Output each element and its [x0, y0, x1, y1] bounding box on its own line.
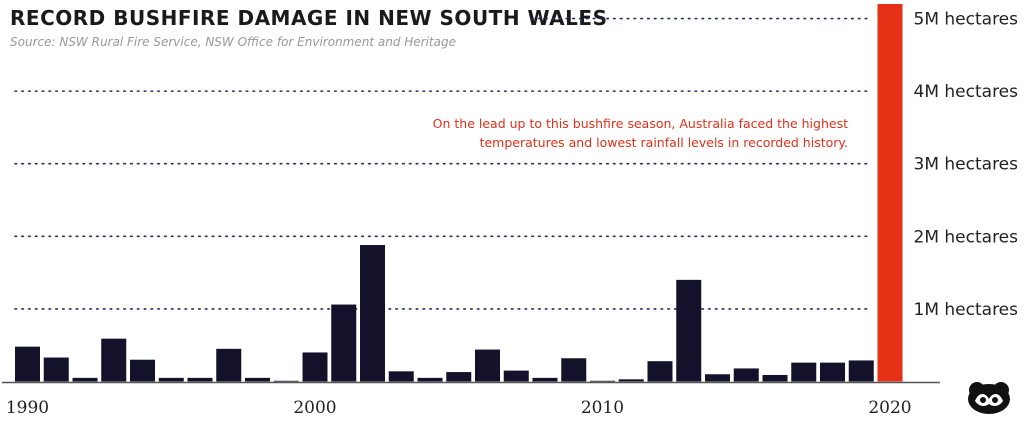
y-axis-ticks: 1M hectares 2M hectares 3M hectares 4M hect… [914, 10, 1019, 320]
y-tick-label: 4M hectares [914, 82, 1019, 102]
bar-2013 [676, 279, 702, 382]
bar-2009 [561, 358, 587, 382]
bar-2006 [475, 349, 500, 382]
bar-1994 [130, 359, 155, 382]
x-tick-label: 2020 [868, 398, 911, 418]
bar-2005 [446, 372, 472, 382]
y-tick-label: 2M hectares [914, 227, 1019, 247]
bar-1991 [43, 357, 69, 382]
bar-2011 [618, 379, 644, 382]
y-tick-label: 5M hectares [914, 10, 1019, 30]
bar-2007 [503, 370, 529, 382]
chart-subtitle: Source: NSW Rural Fire Service, NSW Offi… [10, 35, 456, 49]
bar-1992 [72, 377, 98, 382]
bar-2008 [532, 377, 558, 382]
bar-1997 [216, 348, 242, 382]
bars [15, 4, 903, 382]
bar-2000 [302, 352, 328, 382]
bar-1999 [273, 380, 299, 382]
bar-2017 [791, 362, 817, 382]
x-tick-label: 2010 [581, 398, 624, 418]
bar-1998 [245, 377, 270, 382]
bar-1993 [101, 338, 127, 382]
bar-2004 [417, 377, 443, 382]
bar-2014 [705, 374, 730, 382]
x-axis-ticks: 1990 2000 2010 2020 [6, 398, 912, 418]
bar-1995 [158, 377, 184, 382]
bar-2001 [331, 304, 357, 382]
bar-2015 [733, 368, 759, 382]
bar-2010 [590, 380, 615, 382]
bar-1990 [15, 346, 40, 382]
chart-annotation: On the lead up to this bushfire season, … [432, 116, 848, 150]
bar-1996 [187, 377, 213, 382]
x-tick-label: 2000 [293, 398, 336, 418]
gridlines [14, 17, 869, 310]
bar-2002 [360, 245, 385, 382]
brand-logo-icon [966, 377, 1012, 421]
x-tick-label: 1990 [6, 398, 49, 418]
bar-2020 [877, 4, 903, 382]
bar-2019 [848, 360, 874, 382]
bar-2003 [388, 371, 414, 382]
bar-2016 [762, 374, 788, 382]
y-tick-label: 1M hectares [914, 300, 1019, 320]
bar-2012 [647, 361, 673, 382]
bar-2018 [820, 362, 845, 382]
chart-title: RECORD BUSHFIRE DAMAGE IN NEW SOUTH WALE… [10, 6, 608, 30]
y-tick-label: 3M hectares [914, 155, 1019, 175]
